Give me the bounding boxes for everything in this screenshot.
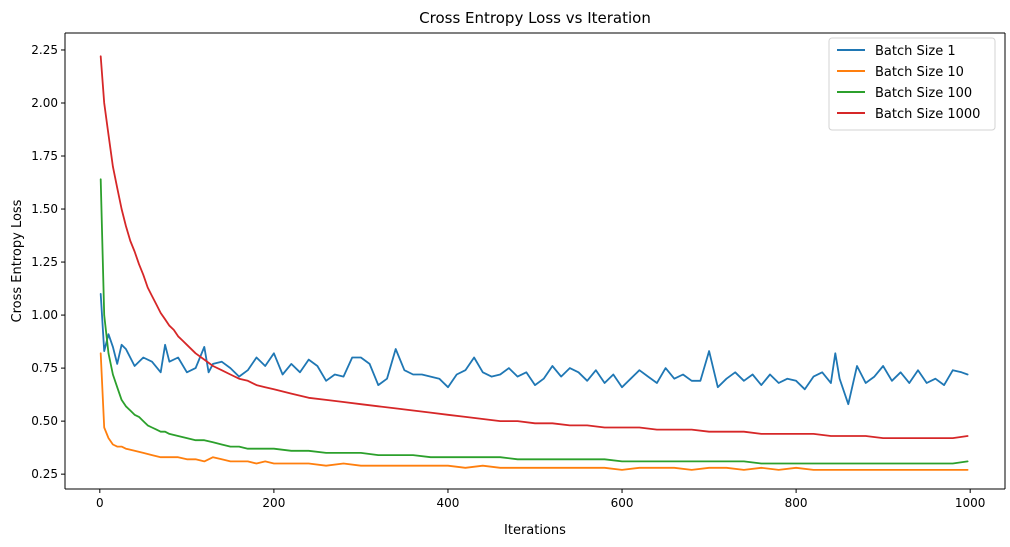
y-tick-label: 0.25 [31, 467, 58, 481]
series-layer [99, 55, 969, 471]
axes-layer [64, 32, 1006, 490]
legend-label-1: Batch Size 1 [875, 44, 956, 59]
series-line-2 [99, 352, 969, 471]
x-tick-label: 0 [96, 496, 104, 510]
chart-title: Cross Entropy Loss vs Iteration [419, 9, 651, 27]
x-tick-label: 800 [785, 496, 808, 510]
legend-box [828, 37, 996, 131]
y-tick-label: 2.00 [31, 96, 58, 110]
legend-label-3: Batch Size 100 [875, 86, 972, 101]
legend-label-4: Batch Size 1000 [875, 107, 980, 122]
ticks-layer: 0 200 400 600 800 1000 0.25 0.50 0.75 1.00 1.25 1.5… [31, 43, 985, 510]
series-line-4 [99, 55, 969, 440]
y-tick-label: 0.50 [31, 414, 58, 428]
y-axis-title: Cross Entropy Loss [10, 199, 25, 322]
y-tick-label: 1.50 [31, 202, 58, 216]
x-tick-label: 200 [262, 496, 285, 510]
legend: Batch Size 1 Batch Size 10 Batch Size 100 B… [828, 37, 996, 131]
series-line-1 [99, 292, 969, 406]
series-line-3 [99, 178, 969, 465]
x-axis-title: Iterations [504, 523, 566, 538]
y-tick-label: 1.75 [31, 149, 58, 163]
y-tick-label: 1.00 [31, 308, 58, 322]
y-tick-label: 0.75 [31, 361, 58, 375]
x-tick-label: 1000 [955, 496, 986, 510]
y-tick-label: 1.25 [31, 255, 58, 269]
x-tick-label: 400 [437, 496, 460, 510]
y-tick-label: 2.25 [31, 43, 58, 57]
legend-label-2: Batch Size 10 [875, 65, 964, 80]
x-tick-label: 600 [611, 496, 634, 510]
